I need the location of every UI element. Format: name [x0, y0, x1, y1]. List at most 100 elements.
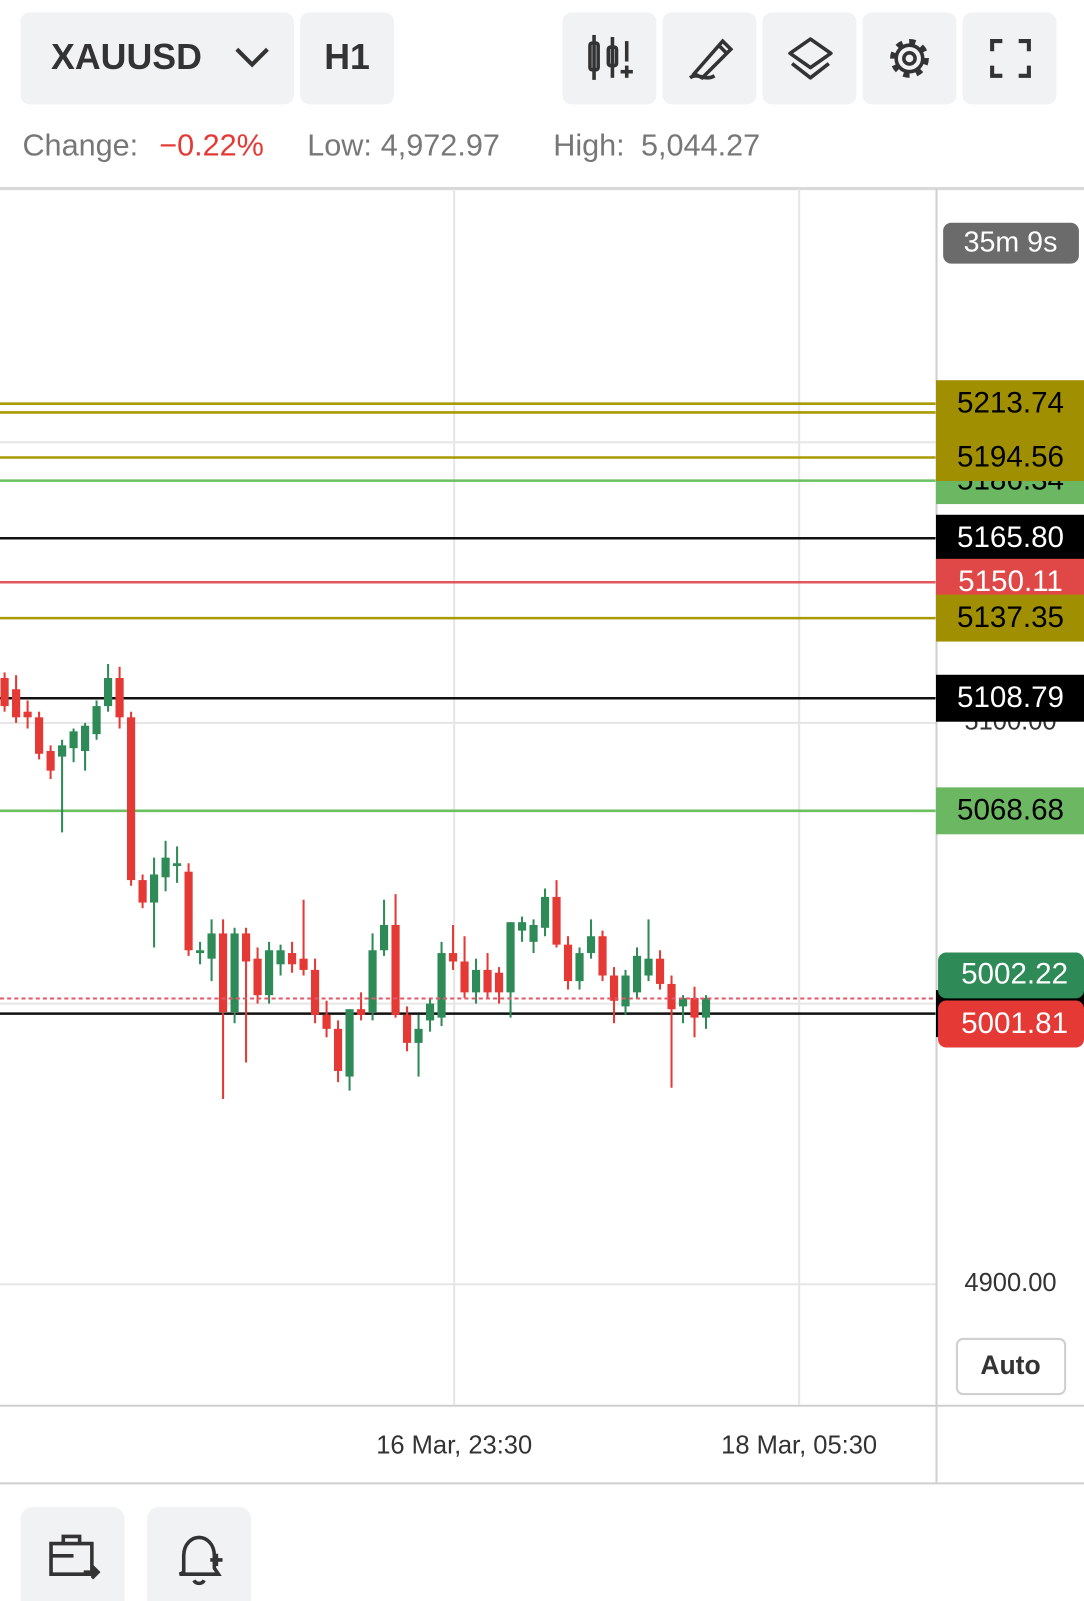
high-label: High:: [553, 128, 624, 162]
positions-button[interactable]: [20, 1506, 125, 1601]
candle-body: [379, 925, 389, 951]
candle-body: [632, 955, 642, 993]
candle-body: [391, 925, 400, 1015]
pen-icon: [688, 38, 734, 81]
price-label-bg: [935, 674, 1084, 722]
layers-icon: [788, 37, 833, 80]
price-label-bg: [935, 434, 1084, 481]
candle-body: [345, 1009, 354, 1077]
candle-body: [104, 678, 113, 707]
button-bg: [762, 12, 857, 105]
candle-body: [621, 975, 630, 1007]
candle-body: [402, 1014, 412, 1043]
settings-button[interactable]: [862, 12, 957, 105]
candles-icon: [588, 34, 633, 80]
candle-body: [563, 944, 573, 982]
symbol: XAUUSD: [51, 37, 202, 77]
button-bg: [962, 12, 1057, 105]
low-value: 4,972.97: [381, 128, 500, 162]
button-bg: [146, 1506, 252, 1601]
candle-body: [276, 950, 285, 965]
candle-body: [690, 997, 699, 1018]
price-label-bg: [935, 380, 1084, 428]
candle-body: [218, 933, 228, 1013]
candle-body: [0, 678, 9, 707]
candle-body: [195, 950, 205, 954]
candle-body: [483, 969, 492, 993]
candle-body: [12, 689, 21, 718]
bid-label: 5002.22: [961, 958, 1068, 991]
candle-body: [150, 874, 159, 903]
candle-body: [609, 975, 619, 1001]
candle-body: [299, 958, 308, 970]
candle-body: [81, 725, 90, 751]
grid: [0, 189, 936, 1406]
candle-body: [92, 706, 101, 735]
fullscreen-button[interactable]: [962, 12, 1057, 105]
candle-body: [425, 1003, 435, 1021]
draw-button[interactable]: [662, 12, 757, 105]
candle-body: [333, 1028, 343, 1071]
candle-body: [437, 953, 446, 1018]
price-label: 5165.80: [957, 521, 1064, 554]
candle-body: [678, 997, 688, 1007]
price-label: 5108.79: [957, 681, 1064, 714]
candle-body: [586, 936, 596, 954]
candle-body: [172, 863, 182, 867]
candle-body: [207, 933, 216, 959]
candle-body: [356, 1009, 366, 1015]
timeframe-button[interactable]: H1: [300, 12, 394, 105]
candle-body: [552, 896, 561, 945]
button-bg: [955, 1337, 1067, 1396]
candle-body: [506, 922, 515, 993]
high-value: 5,044.27: [641, 128, 760, 162]
candle-body: [46, 750, 55, 771]
y-tick-label: 4900.00: [964, 1269, 1056, 1297]
candle-body: [127, 717, 136, 881]
candle-body: [115, 678, 124, 718]
price-label: 5194.56: [957, 440, 1064, 473]
fullscreen-icon: [990, 39, 1031, 78]
candle-body: [575, 953, 584, 982]
indicators-button[interactable]: [562, 12, 657, 105]
alerts-button[interactable]: [146, 1506, 252, 1601]
bell-icon: [178, 1535, 223, 1586]
bid-label-bg: [938, 952, 1084, 999]
candle-body: [184, 871, 193, 951]
candle-body: [138, 880, 147, 903]
candle-body: [460, 961, 469, 993]
auto-label: Auto: [980, 1350, 1040, 1380]
briefcase-icon: [49, 1534, 101, 1580]
plot-area: [0, 402, 936, 1100]
price-label: 5150.11: [958, 565, 1063, 598]
candle-body: [264, 950, 274, 996]
gear-teeth: [890, 39, 929, 78]
timeframe: H1: [324, 37, 370, 77]
layers-button[interactable]: [762, 12, 857, 105]
change-label: Change:: [22, 128, 138, 162]
candle-body: [414, 1028, 423, 1043]
candle-body: [494, 972, 504, 993]
low-label: Low:: [307, 128, 372, 162]
candle-body: [701, 997, 711, 1018]
x-tick-label: 18 Mar, 05:30: [721, 1431, 877, 1459]
gear-hub: [902, 51, 917, 66]
candle-body: [310, 969, 320, 1015]
candle-body: [230, 933, 239, 1013]
ask-label: 5001.81: [961, 1007, 1068, 1040]
candle-body: [644, 958, 653, 976]
symbol-selector[interactable]: XAUUSD: [20, 12, 294, 105]
price-label: 5137.35: [957, 601, 1064, 634]
candle-body: [667, 983, 676, 1010]
auto-scale-button[interactable]: Auto: [955, 1337, 1067, 1396]
button-bg: [300, 12, 394, 105]
candle-body: [655, 958, 665, 984]
button-bg: [20, 12, 294, 105]
x-tick-label: 16 Mar, 23:30: [376, 1431, 532, 1459]
candle-body: [287, 953, 297, 965]
candle-body: [35, 717, 44, 754]
price-label-bg: [935, 594, 1084, 642]
price-label: 5068.68: [957, 794, 1064, 827]
price-label-bg: [935, 514, 1084, 562]
